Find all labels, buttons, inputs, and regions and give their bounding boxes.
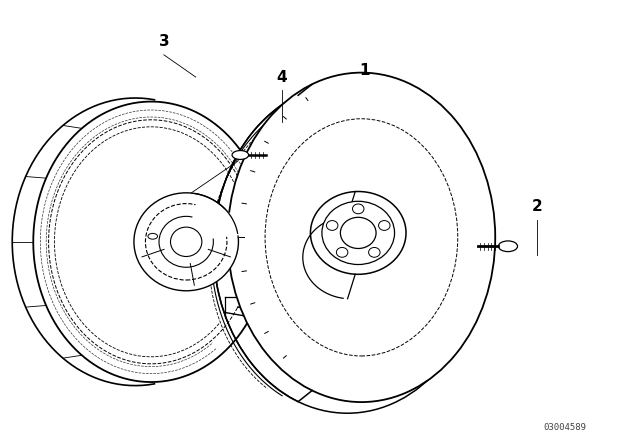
Ellipse shape — [369, 247, 380, 257]
Ellipse shape — [326, 220, 338, 230]
Ellipse shape — [310, 191, 406, 274]
Ellipse shape — [159, 216, 213, 267]
Ellipse shape — [340, 217, 376, 249]
Ellipse shape — [353, 204, 364, 214]
Ellipse shape — [378, 220, 390, 230]
Ellipse shape — [145, 203, 227, 280]
Ellipse shape — [134, 193, 239, 291]
Text: 2: 2 — [531, 199, 542, 214]
Ellipse shape — [148, 233, 157, 239]
Text: 1: 1 — [359, 63, 370, 78]
Wedge shape — [186, 200, 245, 242]
Ellipse shape — [499, 241, 518, 252]
Text: 4: 4 — [276, 69, 287, 85]
Text: 03004589: 03004589 — [544, 423, 587, 432]
Ellipse shape — [337, 247, 348, 257]
Ellipse shape — [228, 73, 495, 402]
Ellipse shape — [170, 227, 202, 257]
Ellipse shape — [232, 151, 248, 159]
Ellipse shape — [322, 201, 394, 264]
Text: 3: 3 — [159, 34, 169, 49]
